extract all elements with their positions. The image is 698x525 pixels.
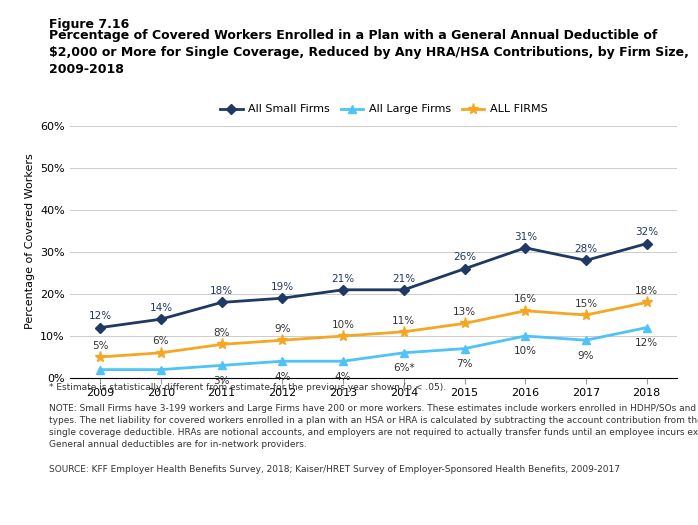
Text: 4%: 4%: [274, 372, 290, 382]
Text: 12%: 12%: [89, 311, 112, 321]
Text: 18%: 18%: [210, 286, 233, 296]
Text: 4%: 4%: [335, 372, 351, 382]
Text: 21%: 21%: [332, 274, 355, 284]
Text: 12%: 12%: [635, 338, 658, 348]
Text: 11%: 11%: [392, 316, 415, 326]
Text: 9%: 9%: [578, 351, 594, 361]
Text: 7%: 7%: [456, 359, 473, 369]
Text: 8%: 8%: [214, 328, 230, 338]
Text: 6%: 6%: [153, 337, 169, 347]
Text: NOTE: Small Firms have 3-199 workers and Large Firms have 200 or more workers. T: NOTE: Small Firms have 3-199 workers and…: [49, 404, 698, 449]
Text: * Estimate is statistically different from estimate for the previous year shown : * Estimate is statistically different fr…: [49, 383, 446, 392]
Text: 3%: 3%: [214, 376, 230, 386]
Text: 19%: 19%: [271, 282, 294, 292]
Text: Figure 7.16: Figure 7.16: [49, 18, 129, 31]
Text: 6%*: 6%*: [393, 363, 415, 373]
Text: 26%: 26%: [453, 253, 476, 262]
Text: 32%: 32%: [635, 227, 658, 237]
Text: SOURCE: KFF Employer Health Benefits Survey, 2018; Kaiser/HRET Survey of Employe: SOURCE: KFF Employer Health Benefits Sur…: [49, 465, 620, 474]
Text: 5%: 5%: [92, 341, 108, 351]
Text: 31%: 31%: [514, 232, 537, 242]
Y-axis label: Percentage of Covered Workers: Percentage of Covered Workers: [24, 154, 35, 329]
Text: 28%: 28%: [574, 244, 597, 254]
Text: 10%: 10%: [514, 346, 537, 356]
Text: 9%: 9%: [274, 324, 290, 334]
Text: 14%: 14%: [149, 303, 172, 313]
Text: 15%: 15%: [574, 299, 597, 309]
Text: Percentage of Covered Workers Enrolled in a Plan with a General Annual Deductibl: Percentage of Covered Workers Enrolled i…: [49, 29, 689, 76]
Text: 21%: 21%: [392, 274, 415, 284]
Legend: All Small Firms, All Large Firms, ALL FIRMS: All Small Firms, All Large Firms, ALL FI…: [216, 100, 552, 119]
Text: 10%: 10%: [332, 320, 355, 330]
Text: 13%: 13%: [453, 307, 476, 317]
Text: 18%: 18%: [635, 286, 658, 296]
Text: 16%: 16%: [514, 295, 537, 304]
